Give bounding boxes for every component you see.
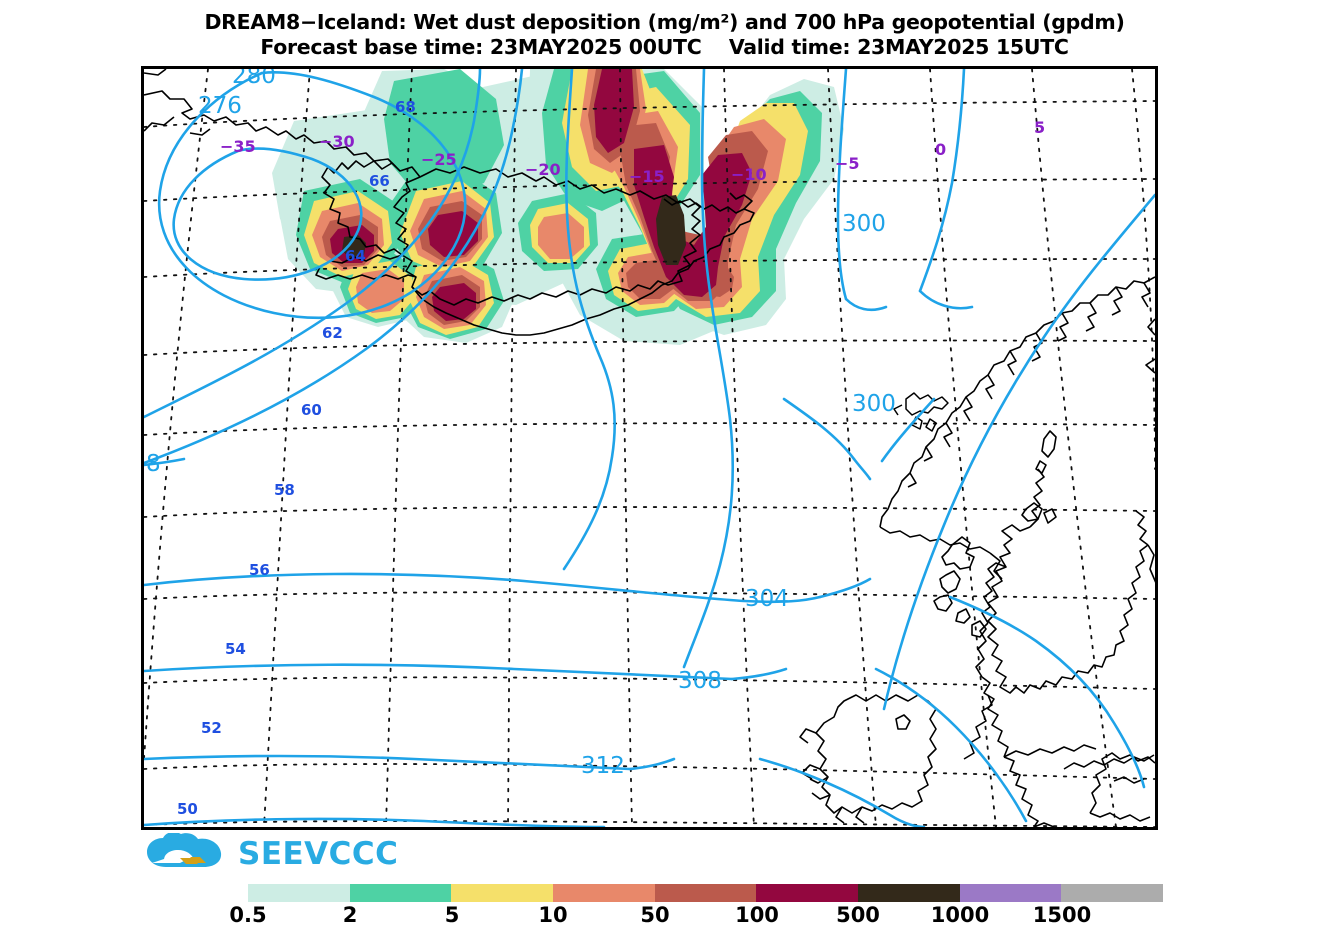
colorbar-segment-0 — [248, 884, 350, 902]
colorbar-segment-1 — [349, 884, 452, 902]
contour-labels: 280 276 8 300 300 304 308 312 — [146, 69, 896, 779]
page-title: DREAM8−Iceland: Wet dust deposition (mg/… — [0, 10, 1329, 60]
title-line-2: Forecast base time: 23MAY2025 00UTC Vali… — [260, 35, 1069, 59]
lat-label-52: 52 — [201, 719, 222, 737]
contour-label-304: 304 — [745, 586, 789, 612]
graticule — [144, 69, 1155, 827]
cb-tick-7: 1000 — [930, 903, 990, 927]
lat-label-62: 62 — [322, 324, 343, 342]
title-line-1: DREAM8−Iceland: Wet dust deposition (mg/… — [204, 10, 1125, 34]
map-plot-area: 280 276 8 300 300 304 308 312 68 66 64 6… — [141, 66, 1158, 830]
cb-tick-0: 0.5 — [229, 903, 267, 927]
lon-label-m15: −15 — [629, 167, 665, 186]
lat-label-58: 58 — [274, 481, 295, 499]
colorbar-segment-2 — [451, 884, 554, 902]
logo-text: SEEVCCC — [238, 836, 399, 872]
colorbar-segment-3 — [553, 884, 655, 902]
coastlines — [144, 69, 1155, 827]
contour-label-276: 276 — [198, 93, 242, 119]
colorbar-segment-4 — [654, 884, 757, 902]
cb-tick-8: 1500 — [1032, 903, 1092, 927]
lon-label-0: 0 — [935, 140, 946, 159]
longitude-labels: −35 −30 −25 −20 −15 −10 −5 0 5 — [220, 118, 1045, 186]
contour-label-308: 308 — [678, 668, 722, 694]
lat-label-68: 68 — [395, 98, 416, 116]
colorbar-segment-5 — [756, 884, 859, 902]
lon-label-m30: −30 — [319, 132, 355, 151]
lon-label-m5: −5 — [835, 154, 860, 173]
cb-tick-3: 10 — [538, 903, 568, 927]
cb-tick-1: 2 — [342, 903, 358, 927]
lon-label-m10: −10 — [731, 165, 767, 184]
contour-label-300-b: 300 — [852, 391, 896, 417]
dust-deposition-shading — [272, 69, 844, 345]
contour-label-312: 312 — [581, 753, 625, 779]
contour-label-298: 8 — [146, 451, 161, 477]
lon-label-m20: −20 — [525, 160, 561, 179]
lat-label-64: 64 — [345, 247, 366, 265]
lat-label-60: 60 — [301, 401, 322, 419]
cb-tick-6: 500 — [836, 903, 880, 927]
lon-label-m25: −25 — [421, 150, 457, 169]
contour-label-280: 280 — [232, 69, 276, 89]
lat-label-66: 66 — [369, 172, 390, 190]
cb-tick-5: 100 — [735, 903, 779, 927]
colorbar — [248, 884, 1164, 902]
map-canvas: 280 276 8 300 300 304 308 312 68 66 64 6… — [144, 69, 1155, 827]
seevccc-logo: SEEVCCC — [146, 831, 398, 877]
colorbar-segment-6 — [858, 884, 960, 902]
cloud-icon — [147, 831, 222, 867]
lon-label-m35: −35 — [220, 137, 256, 156]
contour-label-300-a: 300 — [842, 211, 886, 237]
colorbar-tick-labels: 0.5 2 5 10 50 100 500 1000 1500 — [229, 903, 1163, 927]
colorbar-segment-8 — [1061, 884, 1164, 902]
latitude-labels: 68 66 64 62 60 58 56 54 52 50 — [177, 98, 416, 818]
lat-label-54: 54 — [225, 640, 246, 658]
lat-label-56: 56 — [249, 561, 270, 579]
lon-label-5: 5 — [1034, 118, 1045, 137]
colorbar-segment-7 — [959, 884, 1062, 902]
cb-tick-2: 5 — [444, 903, 460, 927]
cb-tick-4: 50 — [640, 903, 670, 927]
geopotential-contours — [144, 69, 1155, 827]
lat-label-50: 50 — [177, 800, 198, 818]
